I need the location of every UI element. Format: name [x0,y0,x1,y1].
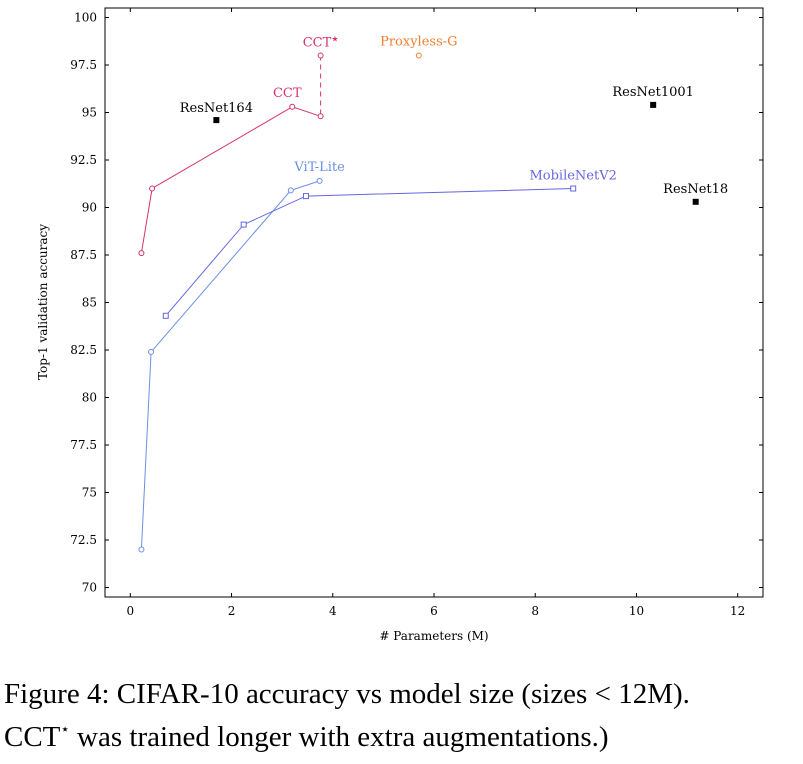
vit-lite-point [287,187,294,194]
vit-lite-line [140,180,320,550]
resnet1001-label: ResNet1001 [612,85,694,100]
x-tick-label: 0 [126,604,134,618]
caption-star: ⋆ [60,722,70,738]
resnet1001-label-text: ResNet1001 [612,85,694,100]
accuracy-vs-params-chart: 0 2 4 6 8 10 12 70 72.5 75 77.5 80 82.5 85 87.5 90 92.5 9… [36,7,764,643]
cct-point [149,185,156,192]
vit-lite-label: ViT-Lite [293,160,345,175]
cct-line [140,106,321,254]
y-tick-label: 77.5 [70,438,97,452]
resnet18-label-text: ResNet18 [663,182,728,197]
resnet164-label-text: ResNet164 [180,101,253,116]
caption-line-1: Figure 4: CIFAR-10 accuracy vs model siz… [4,678,690,710]
mobilenetv2-line [165,188,574,317]
y-tick-label: 90 [82,201,97,215]
proxyless-g-label: Proxyless-G [380,35,457,50]
x-tick-label: 2 [228,604,236,618]
y-tick-label: 92.5 [70,153,97,167]
axis-ticks: 0 2 4 6 8 10 12 70 72.5 75 77.5 80 82.5 85 87.5 90 92.5 9… [70,8,763,618]
mobilenetv2-point [240,221,247,228]
caption-rest: was trained longer with extra augmentati… [69,721,609,753]
proxyless-g-label-text: Proxyless-G [380,35,457,50]
series-markers [138,52,699,553]
vit-lite-point [138,546,145,553]
y-tick-label: 70 [82,581,97,595]
mobilenetv2-label: MobileNetV2 [529,169,616,184]
mobilenetv2-point [162,312,169,319]
cct-point [289,103,296,110]
caption-line-2: CCT⋆ was trained longer with extra augme… [4,712,799,755]
cct-label-text: CCT [273,86,302,101]
y-tick-label: 80 [82,391,97,405]
x-tick-label: 8 [531,604,539,618]
series-lines [140,55,574,550]
cct-label-text: CCT [303,36,332,51]
vit-lite-point [148,348,155,355]
cct-label-star: ★ [331,35,338,44]
resnet164-point [213,117,220,124]
y-tick-label: 87.5 [70,248,97,262]
y-tick-label: 100 [74,11,97,25]
cct-point [138,250,145,257]
y-tick-label: 72.5 [70,533,97,547]
x-tick-label: 4 [329,604,337,618]
resnet18-label: ResNet18 [663,182,728,197]
mobilenetv2-point [302,193,309,200]
mobilenetv2-label-text: MobileNetV2 [529,169,616,184]
y-tick-label: 82.5 [70,343,97,357]
x-tick-label: 12 [730,604,745,618]
vit-lite-label-text: ViT-Lite [293,160,345,175]
y-tick-label: 97.5 [70,58,97,72]
caption-cct: CCT [4,721,61,753]
cct-point [317,113,324,120]
resnet1001-point [650,101,657,108]
y-tick-label: 85 [82,296,97,310]
vit-lite-point [316,177,323,184]
y-tick-label: 95 [82,106,97,120]
cct-label: CCT [273,86,302,101]
y-axis-label: Top-1 validation accuracy [36,224,50,380]
y-tick-label: 75 [82,486,97,500]
cct-point [317,52,324,59]
cct-label: CCT★ [303,35,339,51]
x-tick-label: 10 [629,604,644,618]
resnet164-label: ResNet164 [180,101,253,116]
resnet18-point [692,198,699,205]
x-tick-label: 6 [430,604,438,618]
mobilenetv2-point [570,185,577,192]
figure-caption: Figure 4: CIFAR-10 accuracy vs model siz… [4,676,799,755]
proxyless-g-point [415,52,422,59]
x-axis-label: # Parameters (M) [379,629,488,643]
